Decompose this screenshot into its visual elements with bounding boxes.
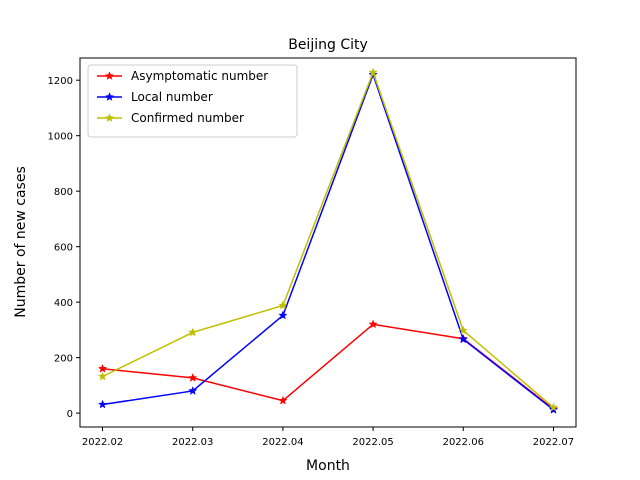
data-point-marker bbox=[97, 399, 108, 409]
legend-box bbox=[87, 64, 298, 138]
x-tick-label: 2022.02 bbox=[82, 437, 123, 448]
data-point-marker bbox=[188, 386, 198, 395]
legend-entry-label: Asymptomatic number bbox=[131, 69, 268, 83]
data-point-marker bbox=[458, 334, 468, 344]
y-tick-label: 600 bbox=[54, 243, 73, 254]
y-tick-label: 1000 bbox=[48, 132, 73, 143]
data-point-marker bbox=[368, 319, 378, 329]
x-axis-label: Month bbox=[306, 458, 350, 474]
x-tick-label: 2022.03 bbox=[172, 437, 213, 448]
data-point-marker bbox=[278, 300, 288, 310]
legend-marker bbox=[104, 71, 115, 80]
x-tick-label: 2022.04 bbox=[262, 437, 303, 448]
y-tick-label: 200 bbox=[54, 354, 73, 365]
x-tick-label: 2022.06 bbox=[443, 437, 484, 448]
series-line-1 bbox=[102, 73, 554, 411]
data-point-marker bbox=[97, 363, 108, 373]
y-tick-label: 400 bbox=[54, 298, 73, 309]
data-point-marker bbox=[188, 327, 198, 337]
x-tick-label: 2022.07 bbox=[533, 437, 574, 448]
y-tick-label: 0 bbox=[67, 409, 73, 420]
axes-frame bbox=[79, 57, 577, 428]
data-point-marker bbox=[278, 395, 288, 405]
legend-marker bbox=[104, 113, 115, 122]
y-tick-label: 800 bbox=[54, 187, 73, 198]
data-point-marker bbox=[368, 67, 378, 77]
series-line-2 bbox=[102, 71, 554, 409]
legend-marker bbox=[104, 92, 115, 101]
data-point-marker bbox=[458, 325, 468, 335]
y-axis-label: Number of new cases bbox=[13, 166, 29, 318]
plot-area: 2022.02 2022.03 2022.04 2022.05 2022.06 2022.… bbox=[48, 57, 577, 448]
data-point-marker bbox=[278, 310, 288, 320]
x-tick-label: 2022.05 bbox=[352, 437, 393, 448]
y-tick-label: 1200 bbox=[48, 76, 73, 87]
data-point-marker bbox=[97, 371, 108, 381]
legend-entry-label: Local number bbox=[131, 90, 213, 104]
data-point-marker bbox=[188, 372, 198, 382]
chart-title: Beijing City bbox=[288, 37, 368, 53]
legend-entry-label: Confirmed number bbox=[131, 111, 244, 125]
data-point-marker bbox=[548, 402, 559, 412]
